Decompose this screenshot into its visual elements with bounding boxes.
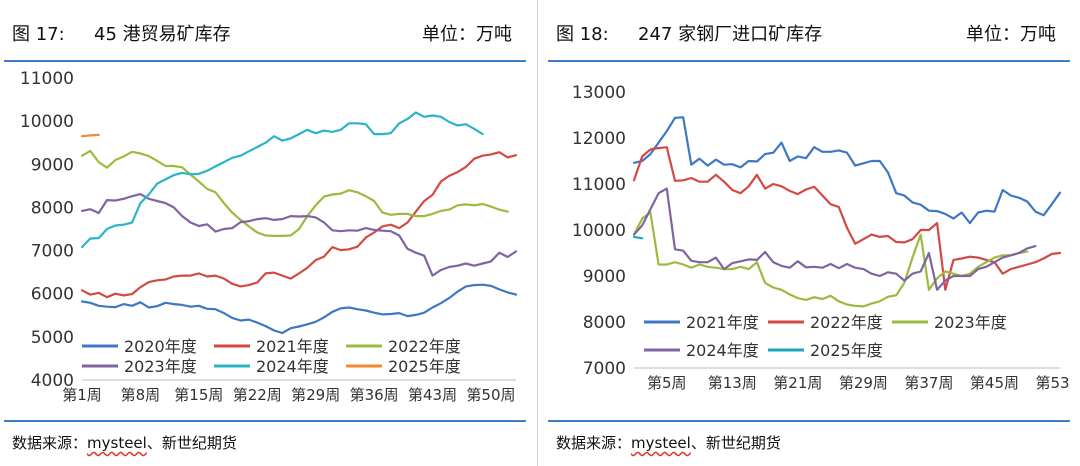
figure-title: 247 家钢厂进口矿库存 bbox=[638, 24, 823, 45]
y-tick-label: 8000 bbox=[583, 313, 626, 333]
x-tick-label: 第29周 bbox=[839, 374, 888, 392]
figure-title: 45 港贸易矿库存 bbox=[94, 24, 231, 45]
legend-label: 2021年度 bbox=[686, 313, 759, 332]
series-line bbox=[80, 149, 509, 237]
source-prefix: 数据来源： bbox=[556, 434, 632, 452]
source-text: 数据来源：mysteel、新世纪期货 bbox=[12, 432, 237, 453]
y-tick-label: 7000 bbox=[31, 242, 74, 262]
series-line bbox=[632, 146, 1062, 291]
x-tick-label: 第45周 bbox=[970, 374, 1019, 392]
legend-label: 2023年度 bbox=[124, 357, 197, 376]
series-line bbox=[80, 283, 518, 335]
figure-number: 图 17: bbox=[12, 24, 65, 45]
source-suffix: 、新世纪期货 bbox=[690, 434, 781, 452]
panel-divider bbox=[537, 0, 538, 466]
x-tick-label: 第5周 bbox=[647, 374, 687, 392]
source-footer: 数据来源：mysteel、新世纪期货 bbox=[4, 420, 526, 466]
series-line bbox=[632, 187, 1037, 291]
figure-header: 图 17: 45 港贸易矿库存 单位：万吨 bbox=[4, 0, 526, 62]
x-tick-label: 第29周 bbox=[291, 386, 340, 404]
legend-label: 2022年度 bbox=[388, 337, 461, 356]
unit-label: 单位：万吨 bbox=[422, 24, 512, 45]
x-tick-label: 第36周 bbox=[350, 386, 399, 404]
steel-mill-inventory-chart: 7000 8000 9000 10000 11000 12000 13000 第5周 第13周第… bbox=[548, 62, 1070, 420]
x-tick-label: 第8周 bbox=[121, 386, 161, 404]
y-tick-label: 10000 bbox=[20, 112, 74, 132]
y-tick-label: 7000 bbox=[583, 359, 626, 379]
y-tick-label: 12000 bbox=[572, 129, 626, 149]
legend-label: 2021年度 bbox=[256, 337, 329, 356]
series-line bbox=[632, 211, 1029, 308]
source-footer: 数据来源：mysteel、新世纪期货 bbox=[548, 420, 1070, 466]
legend-label: 2020年度 bbox=[124, 337, 197, 356]
y-tick-label: 11000 bbox=[20, 69, 74, 89]
legend-label: 2024年度 bbox=[256, 357, 329, 376]
legend-label: 2023年度 bbox=[934, 313, 1007, 332]
y-tick-label: 10000 bbox=[572, 221, 626, 241]
left-figure-panel: 图 17: 45 港贸易矿库存 单位：万吨 4000 5000 6000 7000 80… bbox=[4, 0, 526, 466]
legend-label: 2024年度 bbox=[686, 341, 759, 360]
x-tick-label: 第43周 bbox=[408, 386, 457, 404]
legend-label: 2025年度 bbox=[388, 357, 461, 376]
series-line bbox=[632, 235, 644, 240]
unit-label: 单位：万吨 bbox=[966, 24, 1056, 45]
port-inventory-chart-svg: 4000 5000 6000 7000 8000 9000 10000 11000 第1周 第8周… bbox=[20, 69, 518, 404]
legend-label: 2025年度 bbox=[810, 341, 883, 360]
y-tick-label: 13000 bbox=[572, 83, 626, 103]
x-tick-label: 第13周 bbox=[708, 374, 757, 392]
figure-header: 图 18: 247 家钢厂进口矿库存 单位：万吨 bbox=[548, 0, 1070, 62]
series-line bbox=[632, 116, 1062, 225]
x-tick-label: 第37周 bbox=[904, 374, 953, 392]
figure-number: 图 18: bbox=[556, 24, 609, 45]
port-inventory-chart: 4000 5000 6000 7000 8000 9000 10000 11000 第1周 第8周… bbox=[4, 62, 526, 420]
source-prefix: 数据来源： bbox=[12, 434, 88, 452]
y-tick-label: 9000 bbox=[31, 155, 74, 175]
source-text: 数据来源：mysteel、新世纪期货 bbox=[556, 432, 781, 453]
x-tick-label: 第22周 bbox=[233, 386, 282, 404]
y-tick-label: 6000 bbox=[31, 285, 74, 305]
y-tick-label: 8000 bbox=[31, 198, 74, 218]
series-line bbox=[80, 151, 518, 299]
steel-mill-inventory-chart-svg: 70008000900010000110001200013000第5周 第13周第… bbox=[572, 83, 1070, 392]
y-tick-label: 11000 bbox=[572, 175, 626, 195]
legend-label: 2022年度 bbox=[810, 313, 883, 332]
y-tick-label: 5000 bbox=[31, 328, 74, 348]
source-name: mysteel bbox=[631, 434, 691, 452]
y-tick-label: 9000 bbox=[583, 267, 626, 287]
series-line bbox=[80, 133, 100, 138]
x-tick-label: 第21周 bbox=[773, 374, 822, 392]
series-line bbox=[80, 193, 518, 277]
x-tick-label: 第50周 bbox=[466, 386, 515, 404]
source-suffix: 、新世纪期货 bbox=[146, 434, 237, 452]
y-tick-label: 4000 bbox=[31, 371, 74, 391]
x-tick-label: 第1周 bbox=[62, 386, 102, 404]
x-tick-label: 第53周 bbox=[1035, 374, 1070, 392]
series-line bbox=[80, 111, 484, 249]
right-figure-panel: 图 18: 247 家钢厂进口矿库存 单位：万吨 7000 8000 9000 100… bbox=[548, 0, 1070, 466]
source-name: mysteel bbox=[87, 434, 147, 452]
x-tick-label: 第15周 bbox=[174, 386, 223, 404]
